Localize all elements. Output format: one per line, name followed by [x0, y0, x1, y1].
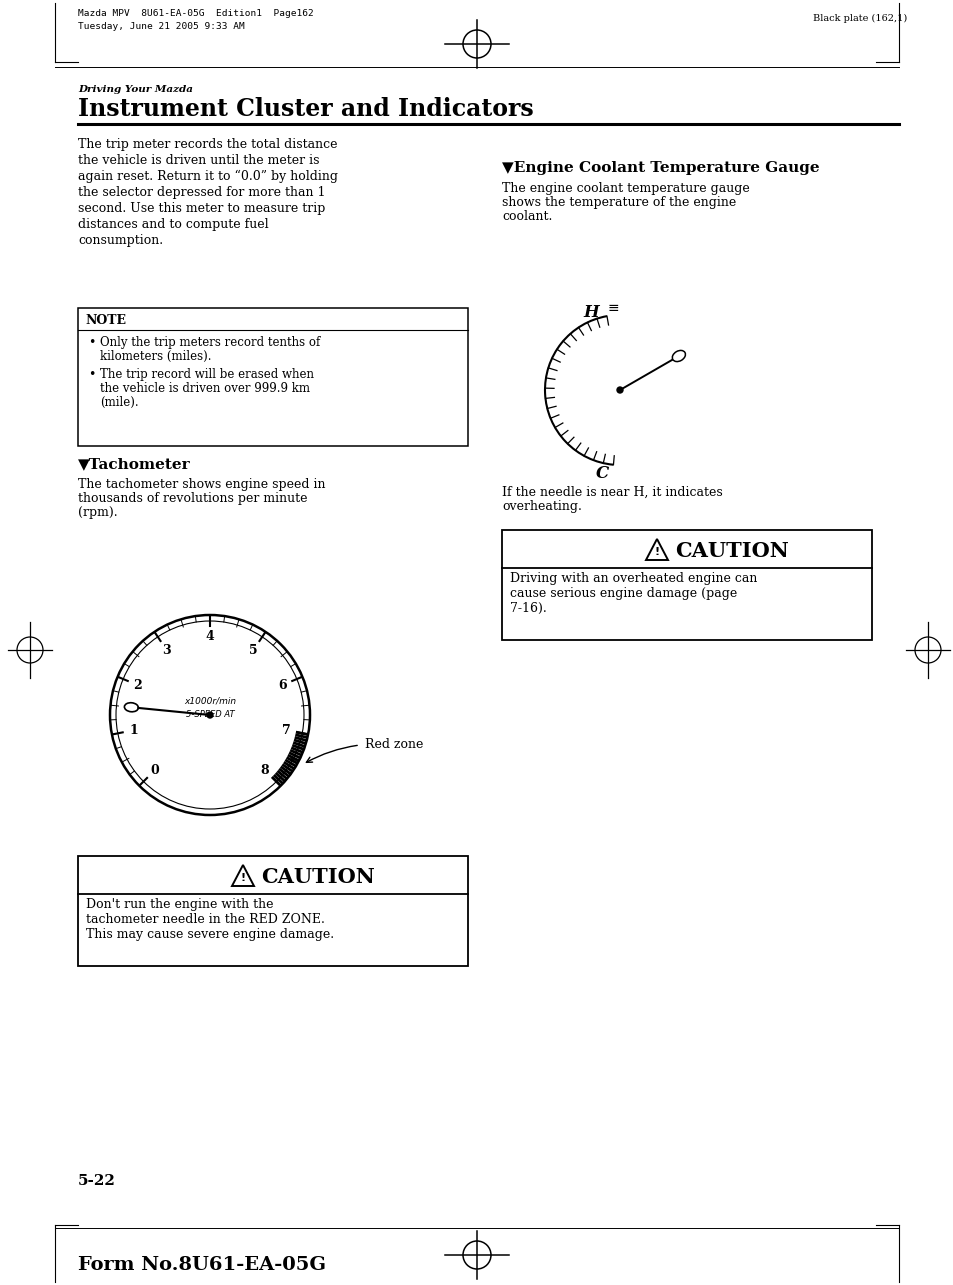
- Text: Driving Your Mazda: Driving Your Mazda: [78, 85, 193, 94]
- Text: overheating.: overheating.: [501, 500, 581, 513]
- Text: The trip meter records the total distance: The trip meter records the total distanc…: [78, 137, 337, 152]
- Text: CAUTION: CAUTION: [261, 867, 375, 887]
- Text: 5: 5: [249, 644, 257, 657]
- Text: !: !: [240, 873, 245, 883]
- Text: second. Use this meter to measure trip: second. Use this meter to measure trip: [78, 202, 325, 215]
- Text: NOTE: NOTE: [85, 314, 126, 326]
- Text: x1000r/min: x1000r/min: [184, 696, 235, 705]
- Text: Tuesday, June 21 2005 9:33 AM: Tuesday, June 21 2005 9:33 AM: [78, 22, 245, 31]
- Text: coolant.: coolant.: [501, 209, 552, 224]
- Text: distances and to compute fuel: distances and to compute fuel: [78, 218, 269, 231]
- Text: Driving with an overheated engine can: Driving with an overheated engine can: [510, 572, 757, 585]
- Text: 4: 4: [206, 631, 214, 644]
- Text: 5-SPEED AT: 5-SPEED AT: [186, 711, 234, 720]
- Text: H: H: [583, 303, 598, 320]
- FancyBboxPatch shape: [78, 856, 468, 966]
- Text: kilometers (miles).: kilometers (miles).: [100, 350, 212, 362]
- FancyBboxPatch shape: [501, 529, 871, 640]
- Text: thousands of revolutions per minute: thousands of revolutions per minute: [78, 492, 307, 505]
- Text: Don't run the engine with the: Don't run the engine with the: [86, 898, 274, 911]
- Text: ≡: ≡: [607, 301, 618, 315]
- Text: the selector depressed for more than 1: the selector depressed for more than 1: [78, 186, 325, 199]
- Text: 7: 7: [282, 723, 291, 736]
- Text: the vehicle is driven until the meter is: the vehicle is driven until the meter is: [78, 154, 319, 167]
- Text: Mazda MPV  8U61-EA-05G  Edition1  Page162: Mazda MPV 8U61-EA-05G Edition1 Page162: [78, 9, 314, 18]
- Text: !: !: [654, 547, 659, 556]
- Text: ▼Tachometer: ▼Tachometer: [78, 457, 191, 472]
- Text: •: •: [88, 368, 95, 380]
- Text: This may cause severe engine damage.: This may cause severe engine damage.: [86, 928, 334, 941]
- Circle shape: [617, 387, 622, 393]
- Text: shows the temperature of the engine: shows the temperature of the engine: [501, 197, 736, 209]
- Text: 7-16).: 7-16).: [510, 601, 546, 616]
- Text: The engine coolant temperature gauge: The engine coolant temperature gauge: [501, 182, 749, 195]
- Text: cause serious engine damage (page: cause serious engine damage (page: [510, 587, 737, 600]
- Text: 0: 0: [151, 763, 159, 776]
- Text: (mile).: (mile).: [100, 396, 138, 409]
- Text: C: C: [595, 465, 608, 482]
- Text: 3: 3: [162, 644, 171, 657]
- Text: Form No.8U61-EA-05G: Form No.8U61-EA-05G: [78, 1255, 326, 1273]
- Circle shape: [207, 712, 213, 718]
- Text: ▼Engine Coolant Temperature Gauge: ▼Engine Coolant Temperature Gauge: [501, 161, 819, 175]
- Text: Only the trip meters record tenths of: Only the trip meters record tenths of: [100, 335, 320, 350]
- Text: again reset. Return it to “0.0” by holding: again reset. Return it to “0.0” by holdi…: [78, 170, 337, 182]
- Text: Black plate (162,1): Black plate (162,1): [812, 14, 906, 23]
- Text: 6: 6: [277, 678, 286, 691]
- Text: consumption.: consumption.: [78, 234, 163, 247]
- Text: 1: 1: [129, 723, 138, 736]
- Text: Red zone: Red zone: [365, 739, 423, 752]
- Text: Instrument Cluster and Indicators: Instrument Cluster and Indicators: [78, 96, 533, 121]
- Text: the vehicle is driven over 999.9 km: the vehicle is driven over 999.9 km: [100, 382, 310, 394]
- Text: (rpm).: (rpm).: [78, 506, 117, 519]
- Text: CAUTION: CAUTION: [675, 541, 788, 562]
- Text: tachometer needle in the RED ZONE.: tachometer needle in the RED ZONE.: [86, 914, 325, 926]
- Text: •: •: [88, 335, 95, 350]
- Text: The trip record will be erased when: The trip record will be erased when: [100, 368, 314, 380]
- FancyBboxPatch shape: [78, 308, 468, 446]
- Text: If the needle is near H, it indicates: If the needle is near H, it indicates: [501, 486, 722, 499]
- Text: 8: 8: [260, 763, 269, 776]
- Text: The tachometer shows engine speed in: The tachometer shows engine speed in: [78, 478, 325, 491]
- Text: 5-22: 5-22: [78, 1174, 115, 1189]
- Text: 2: 2: [133, 678, 142, 691]
